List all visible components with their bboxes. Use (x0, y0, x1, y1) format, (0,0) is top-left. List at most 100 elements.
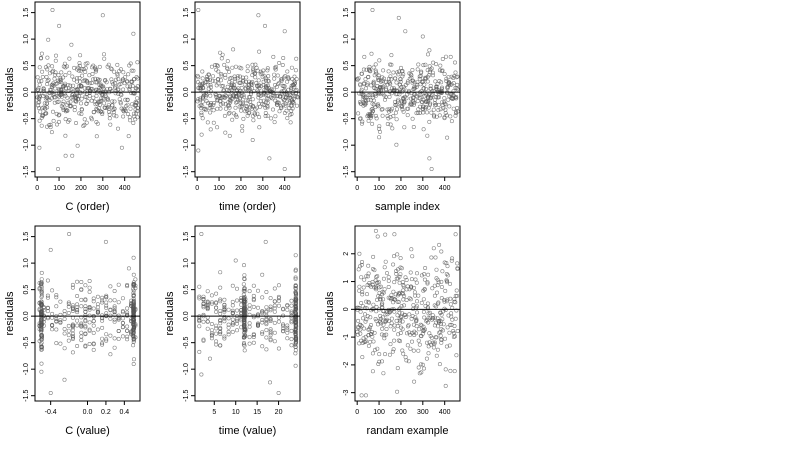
data-point (411, 125, 416, 130)
data-point (432, 303, 437, 308)
data-point (433, 79, 438, 84)
x-axis-title: C (value) (65, 425, 110, 437)
data-point (226, 329, 231, 334)
data-point (235, 318, 240, 323)
data-point (78, 68, 83, 73)
data-point (419, 362, 424, 367)
data-point (131, 339, 136, 344)
data-point (129, 331, 134, 336)
data-point (39, 323, 44, 328)
data-point (229, 81, 234, 86)
data-point (388, 342, 393, 347)
data-point (361, 92, 366, 97)
data-point (211, 108, 216, 113)
data-point (218, 50, 223, 55)
data-point (414, 319, 419, 324)
data-point (430, 73, 435, 78)
data-point (209, 328, 214, 333)
data-point (208, 356, 213, 361)
data-point (293, 253, 298, 258)
data-point (395, 293, 400, 298)
data-point (264, 347, 269, 352)
data-point (386, 109, 391, 114)
data-point (196, 97, 201, 102)
data-point (112, 69, 117, 74)
data-point (119, 106, 124, 111)
data-point (70, 74, 75, 79)
data-point (450, 96, 455, 101)
data-point (421, 63, 426, 68)
data-point (131, 343, 136, 348)
data-point (431, 316, 436, 321)
data-point (425, 79, 430, 84)
data-point (373, 70, 378, 75)
data-point (48, 247, 53, 252)
data-point (426, 311, 431, 316)
data-point (83, 324, 88, 329)
data-point (397, 82, 402, 87)
data-point (90, 72, 95, 77)
data-point (79, 96, 84, 101)
data-point (403, 29, 408, 34)
data-point (100, 13, 105, 18)
data-point (374, 297, 379, 302)
data-point (426, 320, 431, 325)
data-point (285, 307, 290, 312)
data-point (398, 272, 403, 277)
data-point (377, 290, 382, 295)
data-point (405, 81, 410, 86)
data-point (417, 327, 422, 332)
data-point (405, 343, 410, 348)
data-point (283, 103, 288, 108)
data-point (59, 70, 64, 75)
data-point (120, 334, 125, 339)
data-point (108, 298, 113, 303)
data-point (275, 73, 280, 78)
data-point (261, 98, 266, 103)
data-point (356, 267, 361, 272)
data-point (380, 75, 385, 80)
data-point (389, 316, 394, 321)
data-point (263, 114, 268, 119)
data-point (251, 315, 256, 320)
data-point (401, 282, 406, 287)
data-point (293, 331, 298, 336)
data-point (292, 81, 297, 86)
data-point (270, 93, 275, 98)
x-tick-label: 400 (439, 185, 451, 192)
data-point (370, 351, 375, 356)
data-point (94, 107, 99, 112)
data-point (293, 68, 298, 73)
data-point (125, 84, 130, 89)
data-point (357, 116, 362, 121)
data-point (358, 322, 363, 327)
data-point (454, 308, 459, 313)
data-point (387, 352, 392, 357)
data-point (369, 51, 374, 56)
data-point (377, 285, 382, 290)
data-point (250, 62, 255, 67)
data-point (66, 119, 71, 124)
data-point (50, 323, 55, 328)
x-tick-label: 400 (279, 185, 291, 192)
data-point (39, 293, 44, 298)
y-tick-label: -1 (343, 334, 350, 340)
data-point (380, 113, 385, 118)
data-point (366, 333, 371, 338)
data-point (294, 307, 299, 312)
data-point (363, 334, 368, 339)
data-point (251, 340, 256, 345)
data-point (247, 306, 252, 311)
data-point (218, 331, 223, 336)
data-point (366, 343, 371, 348)
data-point (260, 74, 265, 79)
data-point (87, 289, 92, 294)
data-point (100, 96, 105, 101)
data-point (265, 66, 270, 71)
data-point (281, 55, 286, 60)
data-point (45, 79, 50, 84)
data-point (233, 76, 238, 81)
data-point (376, 104, 381, 109)
data-point (453, 232, 458, 237)
data-point (425, 133, 430, 138)
